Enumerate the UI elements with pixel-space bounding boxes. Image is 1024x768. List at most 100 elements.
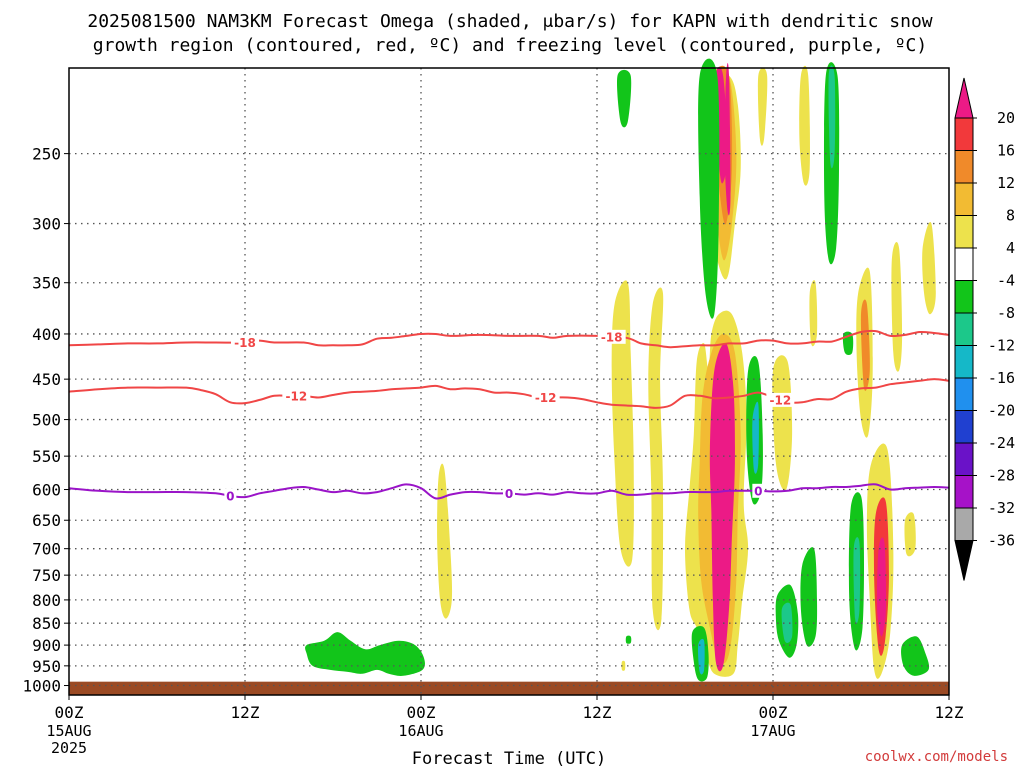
contour-line bbox=[68, 483, 950, 500]
contour-label: -18 bbox=[601, 330, 623, 344]
omega-region bbox=[860, 299, 870, 391]
omega-region bbox=[828, 65, 836, 169]
contour-label-bg bbox=[597, 329, 626, 344]
contour-label: 0 bbox=[754, 484, 762, 498]
pressure-tick-label: 750 bbox=[32, 566, 61, 585]
colorbar-label: 20 bbox=[997, 109, 1015, 127]
pressure-tick-label: 350 bbox=[32, 274, 61, 293]
time-date-label: 17AUG bbox=[750, 722, 795, 740]
omega-region bbox=[809, 280, 818, 347]
pressure-tick-label: 450 bbox=[32, 370, 61, 389]
colorbar-label: 4 bbox=[1006, 239, 1015, 257]
contour-label-bg bbox=[531, 390, 560, 405]
contour-label-bg bbox=[224, 488, 237, 503]
colorbar-swatch bbox=[954, 150, 974, 184]
pressure-axis: 250 300 350 400 450 500 550 600 650 700 750 800 850 9… bbox=[22, 145, 69, 696]
colorbar-swatch bbox=[954, 507, 974, 541]
colorbar-swatch bbox=[954, 442, 974, 476]
colorbar-label: -8 bbox=[997, 304, 1015, 322]
colorbar-label: 12 bbox=[997, 174, 1015, 192]
colorbar-label: -12 bbox=[988, 337, 1015, 355]
colorbar-label: -28 bbox=[988, 467, 1015, 485]
omega-region bbox=[800, 547, 818, 647]
omega-region bbox=[611, 280, 634, 567]
omega-region bbox=[621, 660, 626, 671]
omega-region bbox=[757, 67, 768, 146]
pressure-tick-label: 900 bbox=[32, 636, 61, 655]
contour-lines: -18 -18 -12 -12 -12 0 0 0 bbox=[68, 329, 950, 503]
contour-label-bg bbox=[503, 486, 515, 501]
omega-region bbox=[616, 69, 632, 128]
colorbar-swatch bbox=[954, 117, 974, 151]
time-tick-label: 12Z bbox=[583, 703, 612, 722]
pressure-tick-label: 550 bbox=[32, 447, 61, 466]
omega-region bbox=[648, 287, 664, 631]
omega-region bbox=[799, 65, 810, 186]
colorbar-swatch bbox=[954, 247, 974, 281]
time-tick-label: 00Z bbox=[55, 703, 84, 722]
contour-label-bg bbox=[231, 335, 259, 350]
colorbar-swatch bbox=[954, 345, 974, 379]
pressure-tick-label: 700 bbox=[32, 540, 61, 559]
colorbar-label: 16 bbox=[997, 142, 1015, 160]
x-axis-title: Forecast Time (UTC) bbox=[412, 749, 606, 768]
contour-label: 0 bbox=[226, 489, 234, 503]
contour-label-bg bbox=[752, 483, 765, 498]
colorbar-swatch bbox=[954, 410, 974, 444]
pressure-tick-label: 950 bbox=[32, 657, 61, 676]
omega-region bbox=[625, 635, 632, 644]
colorbar-label: -32 bbox=[988, 499, 1015, 517]
site-credit: coolwx.com/models bbox=[865, 749, 1008, 765]
omega-region bbox=[698, 58, 720, 319]
colorbar-swatch bbox=[954, 280, 974, 314]
pressure-tick-label: 500 bbox=[32, 411, 61, 430]
omega-region bbox=[772, 355, 793, 491]
time-tick-label: 12Z bbox=[935, 703, 964, 722]
time-tick-label: 00Z bbox=[759, 703, 788, 722]
omega-region bbox=[901, 636, 930, 676]
pressure-tick-label: 650 bbox=[32, 511, 61, 530]
time-date-label: 16AUG bbox=[398, 722, 443, 740]
time-tick-label: 12Z bbox=[231, 703, 260, 722]
omega-region bbox=[437, 463, 453, 619]
colorbar: 20 16 12 8 4 -4 -8 -12 -16 -20 -24 -28 -32 -36 bbox=[954, 77, 1015, 581]
contour-label: -12 bbox=[285, 389, 307, 403]
plot-frame bbox=[68, 67, 950, 696]
pressure-tick-label: 800 bbox=[32, 591, 61, 610]
contour-line bbox=[68, 329, 950, 349]
pressure-tick-label: 250 bbox=[32, 145, 61, 164]
contour-label-bg bbox=[766, 392, 795, 407]
pressure-tick-label: 600 bbox=[32, 481, 61, 500]
colorbar-label: -20 bbox=[988, 402, 1015, 420]
omega-shading bbox=[305, 58, 936, 682]
colorbar-swatch bbox=[954, 377, 974, 411]
chart-title-line-1: 2025081500 NAM3KM Forecast Omega (shaded… bbox=[87, 11, 932, 32]
colorbar-top-arrow bbox=[954, 77, 974, 119]
colorbar-swatch bbox=[954, 475, 974, 509]
colorbar-label: -4 bbox=[997, 272, 1015, 290]
contour-label: -12 bbox=[769, 393, 791, 407]
colorbar-label: 8 bbox=[1006, 207, 1015, 225]
pressure-tick-label: 850 bbox=[32, 614, 61, 633]
contour-label-bg bbox=[282, 388, 311, 403]
omega-region bbox=[781, 602, 793, 644]
colorbar-swatch bbox=[954, 312, 974, 346]
time-tick-label: 00Z bbox=[407, 703, 436, 722]
colorbar-label: -24 bbox=[988, 434, 1015, 452]
omega-region bbox=[891, 242, 903, 372]
omega-region bbox=[305, 632, 425, 676]
colorbar-bottom-arrow bbox=[954, 540, 974, 581]
ground-layer bbox=[69, 681, 949, 695]
omega-region bbox=[922, 221, 936, 315]
omega-region bbox=[709, 343, 735, 672]
time-date-label: 15AUG bbox=[46, 722, 91, 740]
ground-fill bbox=[69, 681, 949, 695]
contour-label: -18 bbox=[234, 336, 256, 350]
omega-region bbox=[724, 62, 731, 216]
colorbar-label: -16 bbox=[988, 369, 1015, 387]
pressure-tick-label: 1000 bbox=[22, 677, 61, 696]
time-year-label: 2025 bbox=[51, 739, 87, 757]
colorbar-swatch bbox=[954, 182, 974, 216]
chart-title-line-2: growth region (contoured, red, ºC) and f… bbox=[93, 35, 927, 56]
